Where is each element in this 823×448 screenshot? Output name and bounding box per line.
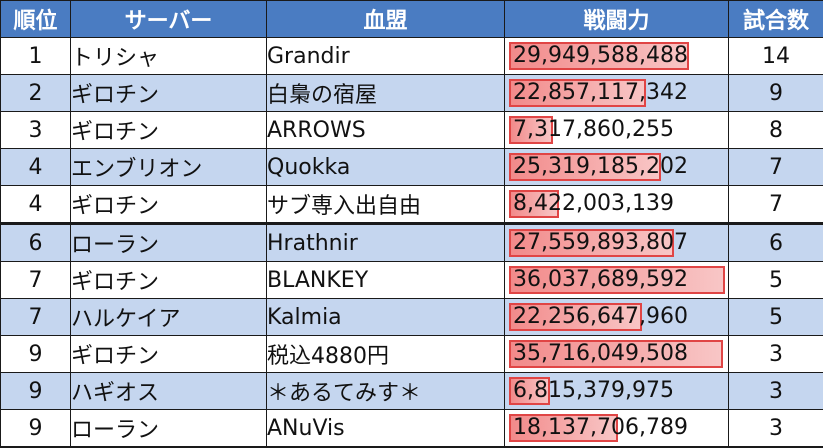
guild-cell: 税込4880円	[267, 336, 505, 373]
power-cell: 27,559,893,807	[505, 224, 729, 262]
guild-cell: 白梟の宿屋	[267, 75, 505, 112]
matches-cell: 3	[729, 336, 823, 373]
power-cell: 18,137,706,789	[505, 410, 729, 448]
matches-cell: 3	[729, 373, 823, 410]
guild-cell: サブ専入出自由	[267, 186, 505, 224]
matches-cell: 7	[729, 149, 823, 186]
guild-cell: Hrathnir	[267, 224, 505, 262]
server-cell: ハギオス	[71, 373, 267, 410]
guild-cell: Kalmia	[267, 299, 505, 336]
power-value: 29,949,588,488	[505, 38, 728, 74]
guild-cell: ARROWS	[267, 112, 505, 149]
rank-cell: 9	[1, 373, 71, 410]
power-value: 7,317,860,255	[505, 112, 728, 148]
power-cell: 22,256,647,960	[505, 299, 729, 336]
rank-cell: 4	[1, 149, 71, 186]
guild-cell: Grandir	[267, 38, 505, 75]
power-value: 22,857,117,342	[505, 75, 728, 111]
server-cell: ギロチン	[71, 262, 267, 299]
power-value: 25,319,185,202	[505, 149, 728, 185]
rank-cell: 1	[1, 38, 71, 75]
power-value: 22,256,647,960	[505, 299, 728, 335]
rank-cell: 6	[1, 224, 71, 262]
power-cell: 6,815,379,975	[505, 373, 729, 410]
matches-cell: 9	[729, 75, 823, 112]
server-cell: ギロチン	[71, 186, 267, 224]
power-cell: 36,037,689,592	[505, 262, 729, 299]
matches-cell: 5	[729, 299, 823, 336]
power-value: 35,716,049,508	[505, 336, 728, 372]
matches-cell: 5	[729, 262, 823, 299]
power-cell: 8,422,003,139	[505, 186, 729, 224]
power-value: 8,422,003,139	[505, 186, 728, 222]
rank-cell: 7	[1, 299, 71, 336]
power-cell: 7,317,860,255	[505, 112, 729, 149]
power-cell: 29,949,588,488	[505, 38, 729, 75]
rank-cell: 2	[1, 75, 71, 112]
rank-cell: 9	[1, 336, 71, 373]
matches-cell: 14	[729, 38, 823, 75]
rank-cell: 9	[1, 410, 71, 448]
power-value: 36,037,689,592	[505, 262, 728, 298]
rank-cell: 7	[1, 262, 71, 299]
server-cell: ローラン	[71, 224, 267, 262]
server-cell: ギロチン	[71, 336, 267, 373]
power-cell: 35,716,049,508	[505, 336, 729, 373]
rank-cell: 3	[1, 112, 71, 149]
server-cell: ギロチン	[71, 75, 267, 112]
header-server: サーバー	[71, 1, 267, 38]
server-cell: ローラン	[71, 410, 267, 448]
header-row: 順位 サーバー 血盟 戦闘力 試合数	[1, 1, 823, 38]
matches-cell: 6	[729, 224, 823, 262]
header-power: 戦闘力	[505, 1, 729, 38]
guild-cell: ＊あるてみす＊	[267, 373, 505, 410]
power-cell: 25,319,185,202	[505, 149, 729, 186]
power-value: 6,815,379,975	[505, 373, 728, 409]
guild-cell: Quokka	[267, 149, 505, 186]
server-cell: エンブリオン	[71, 149, 267, 186]
server-cell: ギロチン	[71, 112, 267, 149]
guild-cell: ANuVis	[267, 410, 505, 448]
rank-cell: 4	[1, 186, 71, 224]
power-value: 27,559,893,807	[505, 225, 728, 261]
matches-cell: 8	[729, 112, 823, 149]
matches-cell: 3	[729, 410, 823, 448]
power-cell: 22,857,117,342	[505, 75, 729, 112]
server-cell: トリシャ	[71, 38, 267, 75]
matches-cell: 7	[729, 186, 823, 224]
header-matches: 試合数	[729, 1, 823, 38]
header-rank: 順位	[1, 1, 71, 38]
header-guild: 血盟	[267, 1, 505, 38]
guild-cell: BLANKEY	[267, 262, 505, 299]
server-cell: ハルケイア	[71, 299, 267, 336]
power-value: 18,137,706,789	[505, 410, 728, 446]
